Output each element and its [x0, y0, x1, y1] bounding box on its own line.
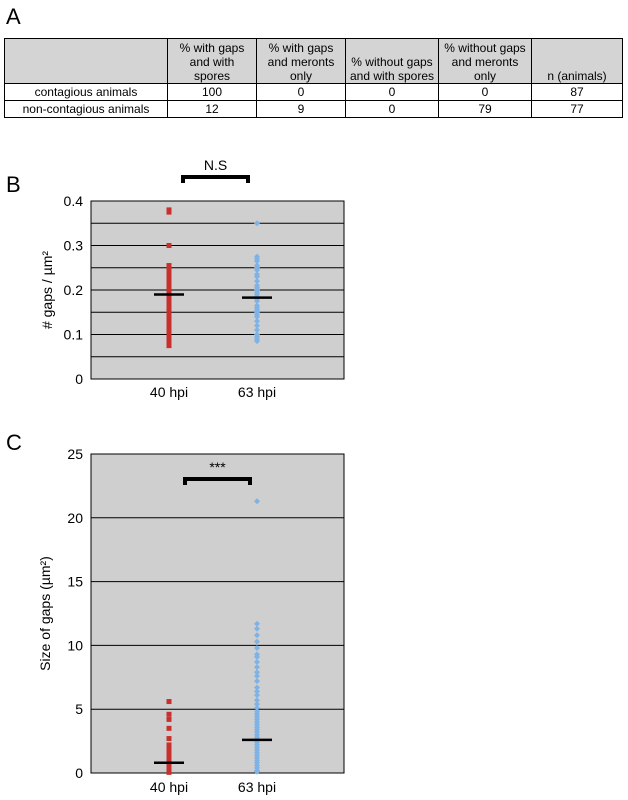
data-point	[166, 309, 172, 315]
data-point	[254, 632, 260, 639]
data-point	[166, 736, 172, 742]
data-point	[254, 653, 260, 660]
y-tick-label: 10	[67, 637, 83, 653]
data-point	[166, 332, 172, 337]
table-cell: 77	[531, 100, 623, 118]
data-point	[254, 669, 260, 676]
data-point	[254, 673, 260, 680]
x-tick-label: 63 hpi	[238, 779, 276, 795]
data-point	[254, 664, 260, 671]
y-tick-label: 0	[75, 371, 83, 387]
data-point	[166, 343, 172, 349]
table-cell: contagious animals	[4, 83, 168, 101]
significance-label: N.S	[204, 157, 227, 173]
y-tick-label: 15	[67, 574, 83, 590]
data-point	[254, 258, 260, 265]
data-point	[166, 742, 172, 748]
data-point	[166, 305, 172, 311]
data-point	[254, 684, 260, 691]
data-point	[254, 220, 260, 227]
data-point	[166, 289, 172, 295]
y-tick-label: 20	[67, 510, 83, 526]
data-point	[166, 744, 172, 750]
data-point	[166, 296, 172, 302]
data-point	[166, 716, 172, 722]
data-point	[166, 318, 172, 324]
data-point	[166, 755, 172, 761]
panel-label-c: C	[6, 430, 22, 455]
data-point	[254, 322, 260, 329]
data-point	[254, 688, 260, 695]
data-point	[254, 620, 260, 627]
data-point	[166, 747, 172, 753]
data-point	[166, 769, 172, 775]
results-table: % with gaps and with spores % with gaps …	[4, 38, 623, 118]
data-point	[254, 298, 260, 305]
table-header-row: % with gaps and with spores % with gaps …	[4, 38, 623, 84]
table-row: non-contagious animals 12 9 0 79 77	[4, 100, 623, 118]
data-point	[254, 625, 260, 632]
x-tick-label: 63 hpi	[238, 384, 276, 400]
data-point	[166, 323, 172, 329]
data-point	[166, 752, 172, 758]
x-tick-label: 40 hpi	[150, 384, 188, 400]
y-tick-label: 5	[75, 701, 83, 717]
data-point	[254, 697, 260, 704]
y-tick-label: 0.3	[64, 238, 84, 254]
panel-label-b: B	[6, 172, 21, 197]
data-point	[254, 678, 260, 685]
table-header-cell: % with gaps and meronts only	[256, 38, 346, 84]
data-point	[166, 699, 172, 705]
data-point	[254, 768, 260, 775]
data-point	[254, 658, 260, 665]
data-point	[166, 750, 172, 756]
table-header-cell	[4, 38, 168, 84]
data-point	[254, 313, 260, 320]
table-header-cell: % with gaps and with spores	[167, 38, 257, 84]
y-tick-label: 0.1	[64, 327, 84, 343]
data-point	[166, 711, 172, 717]
data-point	[254, 327, 260, 334]
panel-label-a: A	[6, 4, 21, 29]
data-point	[166, 243, 172, 248]
data-point	[254, 701, 260, 708]
significance-bracket	[181, 175, 250, 183]
y-tick-label: 25	[67, 446, 83, 462]
y-tick-label: 0.4	[64, 193, 84, 209]
data-point	[166, 725, 172, 731]
data-point	[254, 273, 260, 280]
data-point	[166, 336, 172, 342]
data-point	[254, 692, 260, 699]
significance-label: ***	[209, 459, 226, 475]
table-header-cell: % without gaps and meronts only	[438, 38, 532, 84]
data-point	[254, 644, 260, 651]
data-point	[254, 278, 260, 285]
data-point	[254, 498, 260, 505]
table-cell: non-contagious animals	[4, 100, 168, 118]
data-point	[254, 318, 260, 325]
significance-bracket	[183, 477, 252, 485]
data-point	[254, 338, 260, 345]
plot-area	[90, 453, 345, 774]
data-point	[166, 209, 172, 215]
x-tick-label: 40 hpi	[150, 779, 188, 795]
y-tick-label: 0.2	[64, 282, 84, 298]
data-point	[254, 266, 260, 273]
data-point	[254, 704, 260, 711]
y-axis-label: # gaps / µm²	[39, 251, 55, 329]
y-tick-label: 0	[75, 765, 83, 781]
table-header-cell: n (animals)	[531, 38, 623, 84]
data-point	[254, 638, 260, 645]
y-axis-label: Size of gaps (µm²)	[37, 556, 53, 671]
